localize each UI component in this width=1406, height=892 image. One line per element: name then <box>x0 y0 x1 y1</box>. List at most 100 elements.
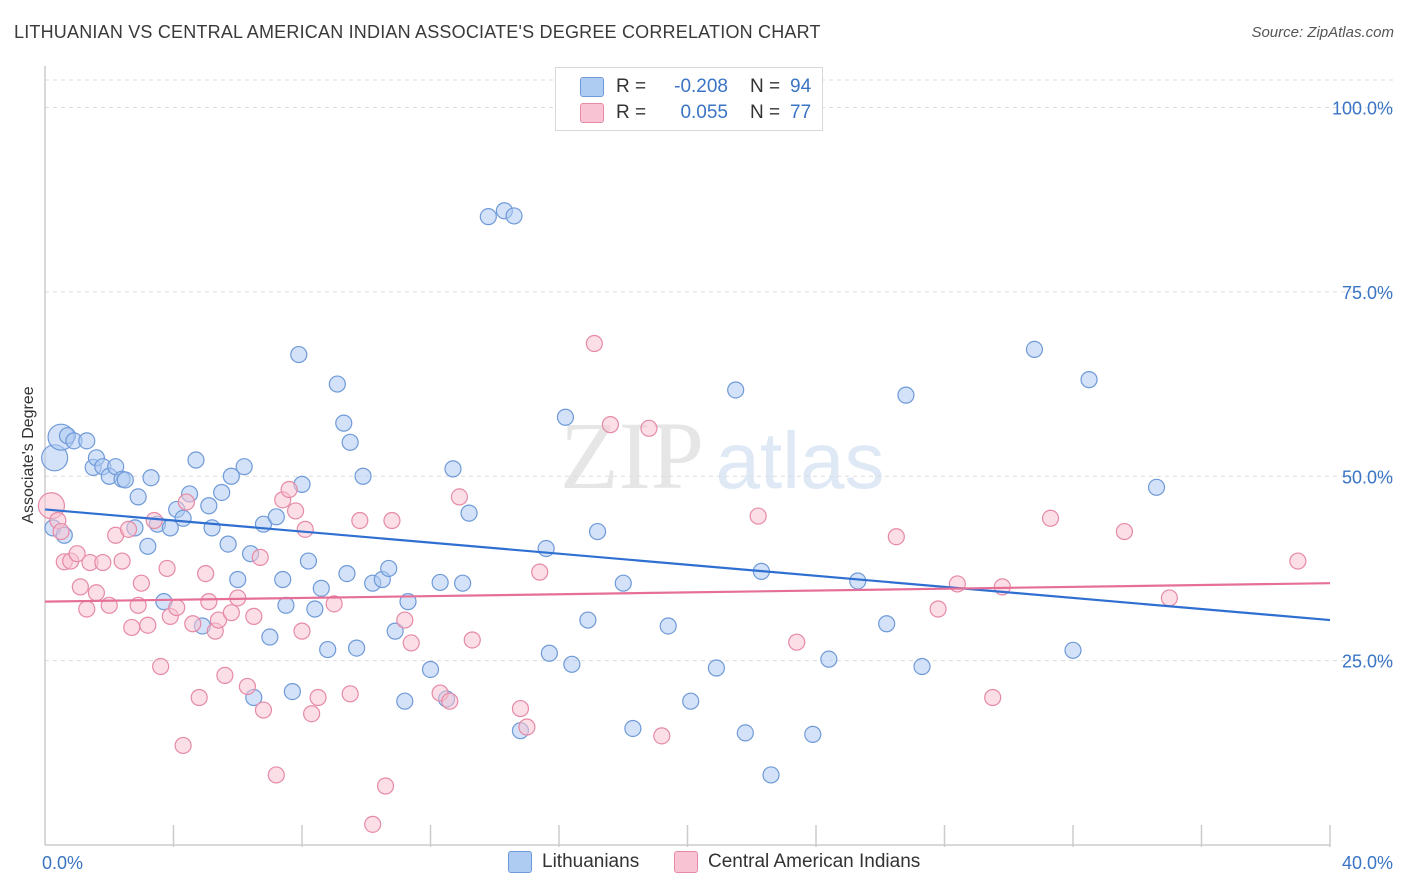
data-point-lithuanian <box>187 451 205 469</box>
legend-n-label: N = <box>750 76 781 97</box>
data-point-central-american-indian <box>351 511 369 530</box>
data-point-central-american-indian <box>190 688 208 707</box>
svg-text:atlas: atlas <box>716 416 885 505</box>
data-point-lithuanian <box>335 414 353 432</box>
data-point-central-american-indian <box>984 688 1002 707</box>
chart-source: Source: ZipAtlas.com <box>1251 24 1394 41</box>
data-point-central-american-indian <box>441 692 459 710</box>
data-point-lithuanian <box>659 617 677 635</box>
data-point-lithuanian <box>563 655 581 673</box>
y-tick-label: 100.0% <box>1332 99 1393 119</box>
data-point-central-american-indian <box>152 657 170 676</box>
data-point-central-american-indian <box>184 615 202 633</box>
data-point-central-american-indian <box>113 552 131 570</box>
data-point-central-american-indian <box>132 574 150 592</box>
x-tick-labels: 0.0% 40.0% <box>42 853 1393 873</box>
data-point-lithuanian <box>762 766 780 784</box>
data-point-central-american-indian <box>168 598 186 617</box>
data-point-lithuanian <box>421 660 440 679</box>
data-point-central-american-indian <box>139 616 157 634</box>
y-tick-label: 25.0% <box>1342 652 1393 672</box>
data-point-central-american-indian <box>303 705 321 723</box>
gridlines <box>45 79 1394 662</box>
stats-legend: R = -0.208 N = 94 R = 0.055 N = 77 <box>555 67 823 131</box>
data-point-central-american-indian <box>293 622 311 640</box>
data-point-central-american-indian <box>296 520 314 538</box>
data-point-central-american-indian <box>450 488 469 506</box>
data-point-lithuanian <box>878 615 896 633</box>
data-point-lithuanian <box>1147 478 1166 496</box>
legend-r-value: -0.208 <box>674 76 728 97</box>
x-tick-label-max: 40.0% <box>1342 853 1393 873</box>
data-point-central-american-indian <box>52 522 70 541</box>
data-point-lithuanian <box>219 535 237 553</box>
data-point-central-american-indian <box>87 584 106 602</box>
data-point-central-american-indian <box>309 688 327 707</box>
data-point-lithuanian <box>222 467 240 485</box>
data-point-central-american-indian <box>383 511 401 530</box>
data-point-lithuanian <box>354 467 372 485</box>
data-point-lithuanian <box>312 579 330 597</box>
legend-label-central-american-indians: Central American Indians <box>708 851 921 872</box>
data-point-lithuanian <box>399 593 417 611</box>
data-point-lithuanian <box>614 574 632 592</box>
data-point-central-american-indian <box>376 777 395 795</box>
data-point-central-american-indian <box>1289 552 1307 570</box>
legend-item-lithuanians[interactable]: Lithuanians <box>508 851 639 873</box>
data-point-lithuanian <box>338 564 356 583</box>
legend-item-central-american-indians[interactable]: Central American Indians <box>674 851 920 873</box>
data-point-central-american-indian <box>145 511 163 530</box>
data-point-central-american-indian <box>286 502 305 520</box>
data-point-lithuanian <box>579 611 597 629</box>
data-point-lithuanian <box>820 650 838 668</box>
data-point-central-american-indian <box>887 528 905 546</box>
data-point-central-american-indian <box>197 564 215 583</box>
data-point-lithuanian <box>129 488 147 506</box>
data-point-central-american-indian <box>511 699 530 718</box>
data-point-central-american-indian <box>209 611 228 629</box>
legend-n-label: N = <box>750 102 781 123</box>
data-point-central-american-indian <box>251 548 269 566</box>
legend-row-central-american-indians: R = 0.055 N = 77 <box>580 100 811 126</box>
data-point-central-american-indian <box>267 766 285 784</box>
data-point-lithuanian <box>139 537 157 555</box>
legend-r-label: R = <box>616 76 647 97</box>
legend-n-value: 77 <box>790 102 812 123</box>
data-point-lithuanian <box>431 573 449 592</box>
data-point-lithuanian <box>116 471 134 489</box>
data-point-central-american-indian <box>78 600 96 618</box>
data-point-central-american-indian <box>585 334 603 353</box>
data-point-lithuanian <box>200 497 218 515</box>
data-point-lithuanian <box>396 692 414 710</box>
data-point-lithuanian <box>1025 340 1044 358</box>
data-point-central-american-indian <box>123 618 141 637</box>
data-point-central-american-indian <box>601 416 620 434</box>
data-point-central-american-indian <box>364 815 382 833</box>
data-point-central-american-indian <box>402 634 420 652</box>
x-tick-label-min: 0.0% <box>42 853 83 873</box>
data-point-lithuanian <box>78 432 96 450</box>
data-point-central-american-indian <box>788 633 806 651</box>
y-axis-label: Associate's Degree <box>20 386 37 523</box>
data-point-lithuanian <box>380 559 398 578</box>
data-point-lithuanian <box>624 719 642 738</box>
trend-lines <box>44 508 1331 622</box>
data-point-lithuanian <box>328 375 346 393</box>
y-tick-label: 75.0% <box>1342 283 1393 303</box>
legend-r-value: 0.055 <box>680 102 728 123</box>
legend-swatch-central-american-indians <box>580 103 604 123</box>
data-point-central-american-indian <box>238 677 256 696</box>
data-point-lithuanian <box>707 659 726 677</box>
legend-label-lithuanians: Lithuanians <box>542 851 640 872</box>
data-point-central-american-indian <box>245 607 263 625</box>
data-point-lithuanian <box>274 570 292 589</box>
chart-title: LITHUANIAN VS CENTRAL AMERICAN INDIAN AS… <box>14 22 821 42</box>
data-point-lithuanian <box>299 552 318 570</box>
legend-row-lithuanians: R = -0.208 N = 94 <box>580 74 811 100</box>
data-point-lithuanian <box>479 208 497 226</box>
data-point-central-american-indian <box>280 480 298 499</box>
legend-n-value: 94 <box>790 76 812 97</box>
data-point-lithuanian <box>540 644 558 662</box>
data-point-lithuanian <box>588 522 607 541</box>
data-point-lithuanian <box>1064 641 1082 659</box>
